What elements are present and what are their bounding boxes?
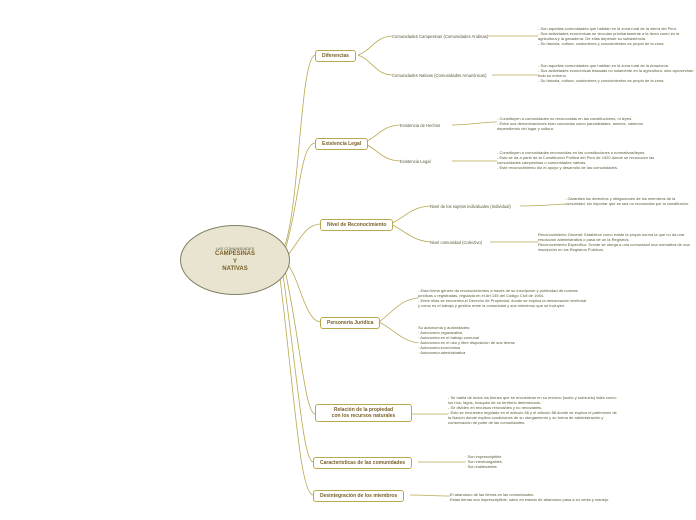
- branch-reconocimiento: Nivel de Reconocimiento: [320, 219, 393, 231]
- root-line2: Y: [233, 259, 237, 267]
- leaf-existencia-1: - Constituyen a comunidades no reconocid…: [497, 116, 667, 131]
- root-line1: CAMPESINAS: [215, 251, 255, 259]
- branch-personeria: Personería Jurídica: [320, 317, 380, 329]
- branch-relacion: Relación de la propiedadcon los recursos…: [315, 404, 412, 422]
- sub-reconocimiento-1: Nivel de los sujetos individuales (Indiv…: [430, 204, 511, 209]
- leaf-diferencias-1: - Son aquellas comunidades que habitan e…: [538, 26, 696, 46]
- sub-existencia-2: Existencia Legal: [400, 159, 431, 164]
- leaf-relacion: - Se habla de todos los bienes que se en…: [448, 395, 618, 425]
- leaf-reconocimiento-2: Reconocimiento General: Establece como e…: [538, 232, 696, 252]
- leaf-personeria-2: Su autonomía y autónidades:· Autonomía o…: [418, 325, 515, 355]
- branch-existencia: Existencia Legal: [315, 138, 368, 150]
- leaf-desintegracion: El abandono de las tierras en las comuni…: [450, 492, 609, 502]
- sub-existencia-1: Existencia de Hechos: [400, 123, 440, 128]
- branch-diferencias: Diferencias: [315, 50, 356, 62]
- leaf-reconocimiento-1: - Garantiza los derechos y obligaciones …: [565, 196, 695, 206]
- sub-diferencias-1: Comunidades Campesinas (Comunidades Andi…: [392, 34, 488, 39]
- leaf-existencia-2: - Constituyen a comunidades reconocidas …: [497, 150, 667, 170]
- leaf-diferencias-2: - Son aquellas comunidades que habitan e…: [538, 63, 696, 83]
- branch-desintegracion: Desintegración de los miembros: [313, 490, 404, 502]
- leaf-personeria-1: - Esta forma género da reconocimientos a…: [418, 288, 588, 308]
- branch-caracteristicas: Características de las comunidades: [313, 457, 412, 469]
- leaf-caracteristicas: · Son imprescriptible· Son inembargables…: [465, 454, 502, 469]
- sub-reconocimiento-2: Nivel comunidad (Colectivo): [430, 240, 482, 245]
- sub-diferencias-2: Comunidades Nativas (Comunidades Amazóni…: [392, 73, 487, 78]
- root-node: LAS COMUNIDADES CAMPESINAS Y NATIVAS: [180, 225, 290, 295]
- root-line3: NATIVAS: [222, 266, 247, 274]
